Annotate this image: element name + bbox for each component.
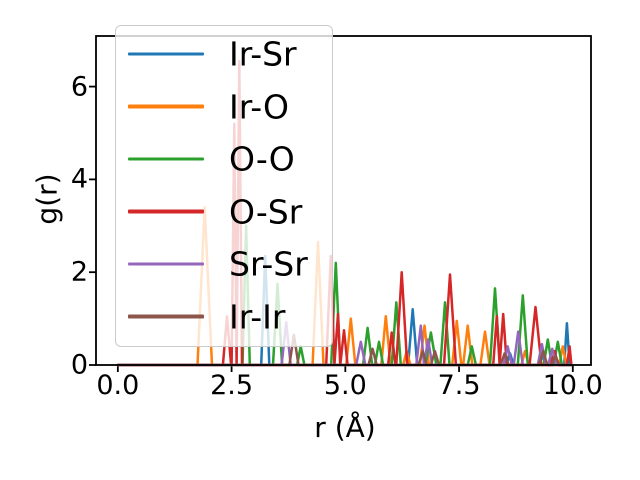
legend-line-sample-Ir-Sr — [128, 52, 204, 56]
x-tick-label: 0.0 — [96, 370, 140, 401]
x-tick-label: 2.5 — [210, 370, 254, 401]
legend-entry-Ir-Ir: Ir-Ir — [128, 300, 328, 333]
legend-label: Ir-Sr — [229, 34, 297, 74]
legend-entry-Sr-Sr: Sr-Sr — [128, 248, 328, 281]
legend-line-sample-O-Sr — [128, 209, 204, 214]
x-tick-label: 5.0 — [323, 370, 367, 401]
y-axis-label: g(r) — [30, 173, 64, 225]
legend-line-sample-Ir-Ir — [128, 314, 204, 319]
x-tick-label: 7.5 — [437, 370, 481, 401]
legend-entry-O-Sr: O-Sr — [128, 195, 328, 228]
legend-entry-Ir-O: Ir-O — [128, 90, 328, 123]
legend-line-sample-Sr-Sr — [128, 262, 204, 266]
legend-line-sample-Ir-O — [128, 104, 204, 109]
y-tick-label: 2 — [70, 256, 88, 288]
legend-box: Ir-Sr Ir-O O-O O-Sr Sr-Sr Ir-Ir — [115, 25, 333, 347]
legend-line-sample-O-O — [128, 157, 204, 161]
x-axis-label: r (Å) — [314, 411, 376, 444]
legend-entry-Ir-Sr: Ir-Sr — [128, 38, 328, 71]
legend-label: O-Sr — [229, 192, 303, 231]
y-tick-label: 6 — [70, 71, 88, 103]
x-tick-label: 10.0 — [542, 370, 603, 401]
y-tick-label: 4 — [70, 163, 88, 195]
legend-label: Sr-Sr — [229, 244, 308, 284]
legend-entry-O-O: O-O — [128, 143, 328, 176]
legend-label: Ir-O — [229, 87, 289, 126]
legend-label: O-O — [229, 139, 295, 179]
plot-frame — [95, 35, 592, 366]
y-tick-label: 0 — [70, 349, 88, 381]
legend-label: Ir-Ir — [229, 297, 286, 336]
